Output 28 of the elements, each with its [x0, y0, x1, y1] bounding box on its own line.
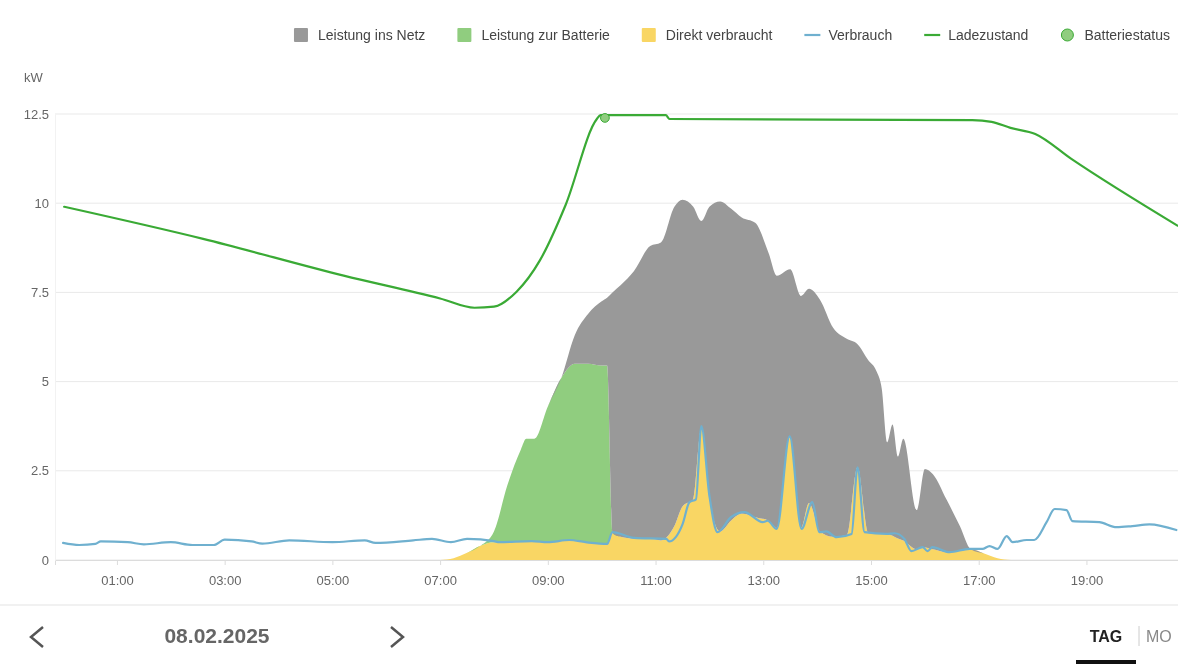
legend-label: Leistung zur Batterie — [481, 27, 610, 43]
text: TAG — [1089, 628, 1123, 645]
x-tick-label: 19:00 — [1070, 572, 1104, 588]
legend-label: Verbrauch — [828, 27, 893, 43]
line-series — [63, 113, 1178, 309]
x-tick-label: 11:00 — [640, 572, 672, 588]
x-tick-label: 07:00 — [424, 572, 457, 588]
text: MO — [1146, 628, 1172, 645]
legend-label: Batteriestatus — [1084, 27, 1170, 43]
y-tick-label: 10 — [34, 195, 49, 211]
y-tick-label: 2.5 — [30, 463, 49, 479]
text: 08.02.2025 — [164, 624, 270, 647]
x-tick-label: 09:00 — [532, 572, 565, 588]
legend-label: Direkt verbraucht — [665, 27, 773, 43]
x-tick-label: 05:00 — [316, 572, 350, 588]
x-tick-label: 13:00 — [747, 572, 781, 588]
y-axis-title: kW — [24, 70, 44, 85]
legend-label: Ladezustand — [948, 27, 1029, 43]
x-tick-label: 17:00 — [962, 572, 996, 588]
line-series — [61, 425, 1178, 554]
legend-label: Leistung ins Netz — [317, 27, 426, 43]
y-tick-label: 12.5 — [23, 106, 49, 122]
x-tick-label: 03:00 — [208, 572, 242, 588]
y-tick-label: 7.5 — [30, 285, 49, 301]
x-tick-label: 15:00 — [855, 572, 888, 588]
y-tick-label: 0 — [41, 552, 49, 568]
y-tick-label: 5 — [41, 374, 49, 390]
x-tick-label: 01:00 — [101, 572, 134, 588]
